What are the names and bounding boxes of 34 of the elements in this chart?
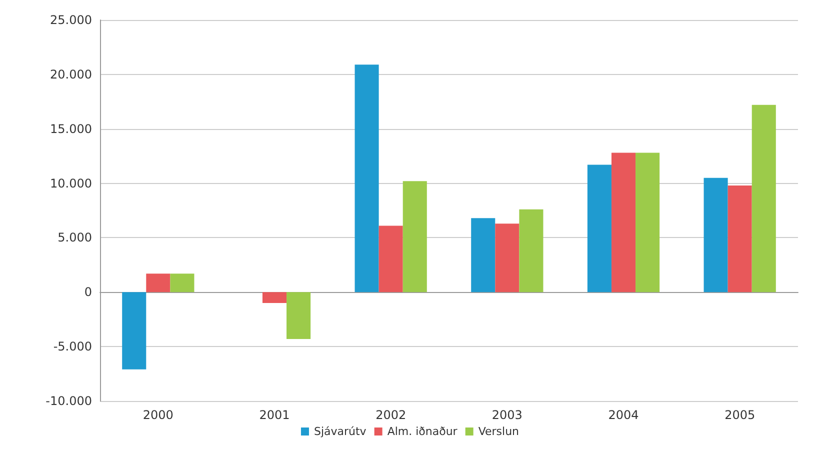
y-tick-label: 10.000	[50, 176, 92, 190]
y-tick-label: -10.000	[46, 394, 92, 408]
legend-label: Verslun	[478, 425, 520, 438]
y-tick-label: 20.000	[50, 67, 92, 82]
bar	[519, 209, 544, 292]
legend-label: Alm. iðnaður	[387, 425, 458, 438]
bar	[611, 152, 636, 292]
y-tick-label: 5.000	[58, 230, 92, 245]
bar	[587, 164, 612, 292]
x-tick-label: 2000	[142, 408, 174, 422]
bar	[402, 181, 427, 292]
x-tick-label: 2003	[492, 408, 522, 422]
bar	[122, 292, 146, 370]
y-tick-label: 15.000	[50, 122, 92, 136]
x-tick-label: 2001	[259, 408, 290, 422]
bar	[354, 64, 379, 292]
bar	[146, 274, 170, 292]
bar	[636, 152, 660, 292]
y-tick-label: 0	[84, 285, 92, 300]
bar	[262, 292, 287, 304]
y-tick-label: -5.000	[53, 340, 92, 354]
bar	[471, 218, 496, 292]
y-tick-label: 25.000	[50, 13, 92, 27]
x-tick-label: 2005	[724, 408, 756, 422]
bar	[704, 178, 728, 292]
bar	[728, 185, 752, 292]
x-tick-label: 2004	[608, 408, 639, 422]
bar	[378, 226, 403, 292]
x-tick-label: 2002	[376, 408, 406, 422]
bar	[286, 292, 311, 339]
legend-label: Sjávarútv	[314, 425, 367, 438]
bar	[170, 274, 194, 292]
bar	[495, 224, 520, 292]
bar	[752, 104, 776, 292]
